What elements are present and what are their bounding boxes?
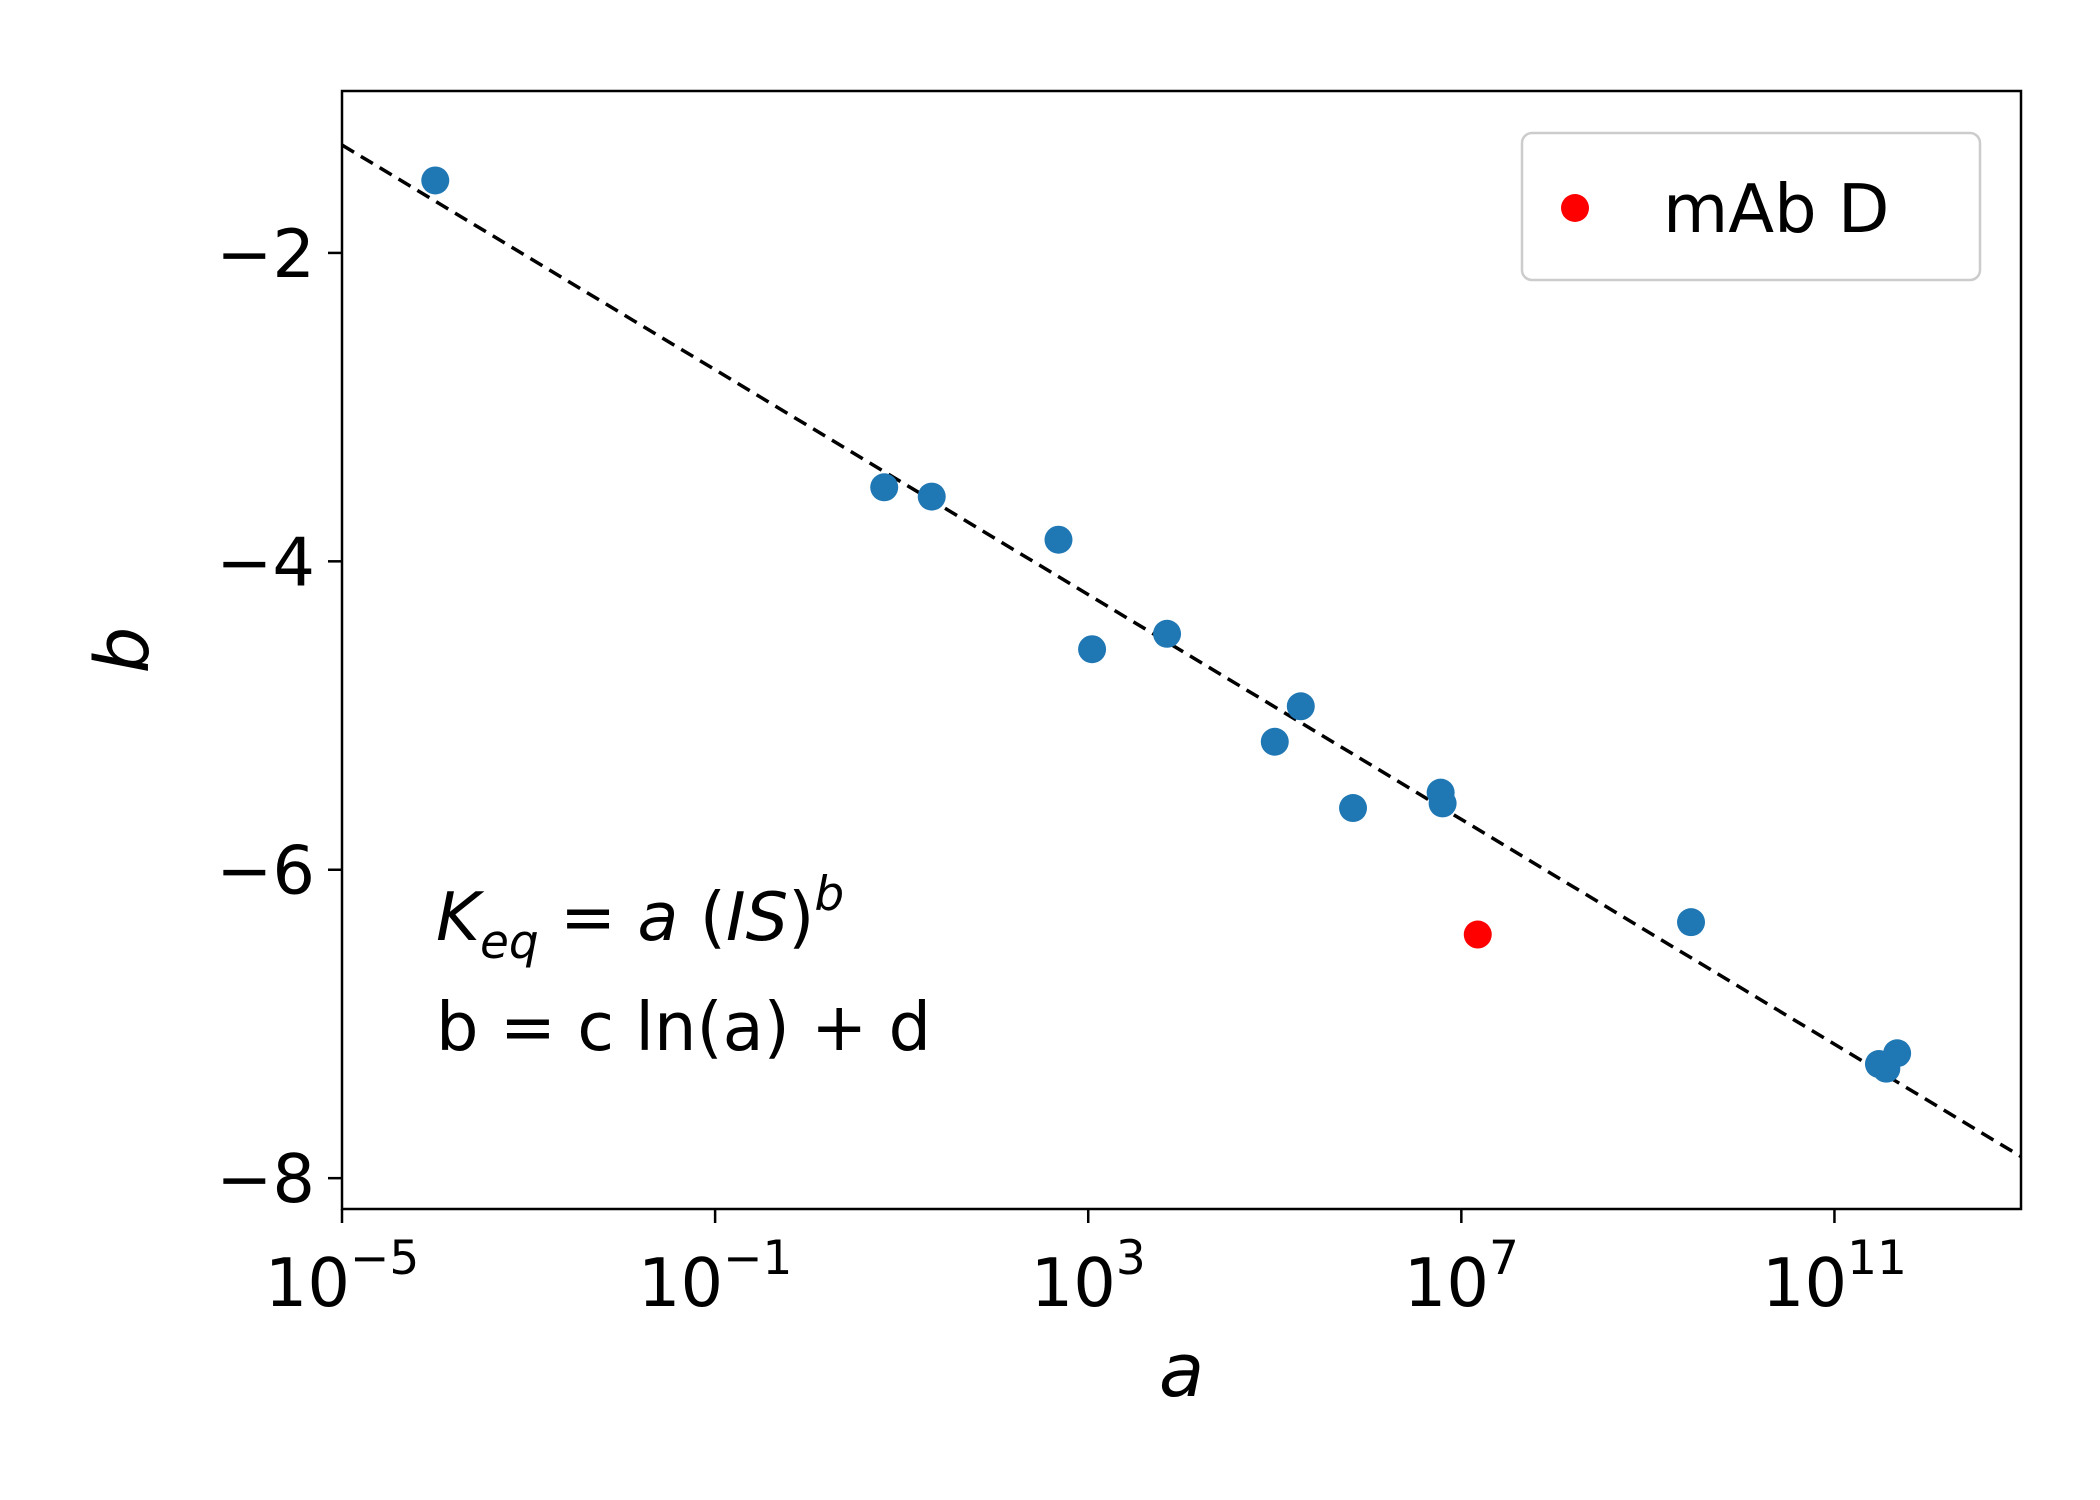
legend-marker-mab-d bbox=[1561, 194, 1589, 222]
y-tick-label: −4 bbox=[216, 523, 315, 601]
data-point bbox=[1428, 789, 1457, 818]
x-tick-exponent: 11 bbox=[1847, 1231, 1907, 1286]
equation-equals: = bbox=[539, 878, 638, 956]
data-point bbox=[1078, 635, 1107, 664]
x-tick-label: 10−1 bbox=[638, 1231, 793, 1322]
equation-close-paren: ) bbox=[788, 878, 814, 956]
equation-is: IS bbox=[726, 878, 788, 956]
y-tick-label: −2 bbox=[216, 215, 315, 293]
fit-line bbox=[341, 143, 2022, 1159]
x-tick-exponent: 7 bbox=[1489, 1231, 1519, 1286]
data-point-mab-d bbox=[1463, 920, 1492, 949]
data-point bbox=[1286, 692, 1315, 721]
x-tick-exponent: −5 bbox=[350, 1231, 419, 1286]
x-tick-label: 107 bbox=[1404, 1231, 1519, 1322]
equation-open-paren: ( bbox=[678, 878, 725, 956]
x-tick-base: 10 bbox=[1031, 1244, 1116, 1322]
x-axis-ticks: 10−5 10−1 103 107 1011 bbox=[265, 1209, 1907, 1322]
fit-relation-annotation: b = c ln(a) + d bbox=[436, 988, 931, 1066]
y-tick-label: −8 bbox=[216, 1140, 315, 1218]
plot-frame bbox=[340, 89, 2023, 1211]
data-point bbox=[1883, 1039, 1912, 1068]
x-tick-base: 10 bbox=[638, 1244, 723, 1322]
data-point bbox=[1260, 727, 1289, 756]
equation-annotation: Keq = a (IS)b bbox=[436, 867, 844, 970]
data-point bbox=[870, 473, 899, 502]
data-point bbox=[421, 166, 450, 195]
data-point bbox=[1044, 525, 1073, 554]
equation-k: K bbox=[436, 878, 485, 956]
fit-line-group bbox=[341, 143, 2022, 1159]
data-point bbox=[1677, 908, 1706, 937]
data-point bbox=[917, 482, 946, 511]
legend: mAb D bbox=[1520, 131, 1982, 282]
x-tick-label: 1011 bbox=[1762, 1231, 1907, 1322]
x-tick-base: 10 bbox=[1762, 1244, 1847, 1322]
equation-subscript: eq bbox=[480, 915, 539, 970]
x-tick-label: 103 bbox=[1031, 1231, 1146, 1322]
x-tick-label: 10−5 bbox=[265, 1231, 420, 1322]
equation-superscript: b bbox=[814, 867, 844, 922]
y-axis-label: b bbox=[80, 627, 166, 674]
y-tick-label: −6 bbox=[216, 832, 315, 910]
x-tick-exponent: 3 bbox=[1116, 1231, 1146, 1286]
x-axis-label: a bbox=[1159, 1328, 1204, 1414]
y-axis-ticks: −2 −4 −6 −8 bbox=[216, 215, 342, 1218]
x-tick-base: 10 bbox=[265, 1244, 350, 1322]
data-point bbox=[1339, 794, 1368, 823]
x-tick-base: 10 bbox=[1404, 1244, 1489, 1322]
data-point bbox=[1153, 619, 1182, 648]
data-points bbox=[421, 166, 1912, 1083]
legend-label-mab-d: mAb D bbox=[1663, 170, 1890, 248]
legend-box bbox=[1520, 131, 1982, 282]
equation-a: a bbox=[637, 878, 678, 956]
x-tick-exponent: −1 bbox=[723, 1231, 792, 1286]
